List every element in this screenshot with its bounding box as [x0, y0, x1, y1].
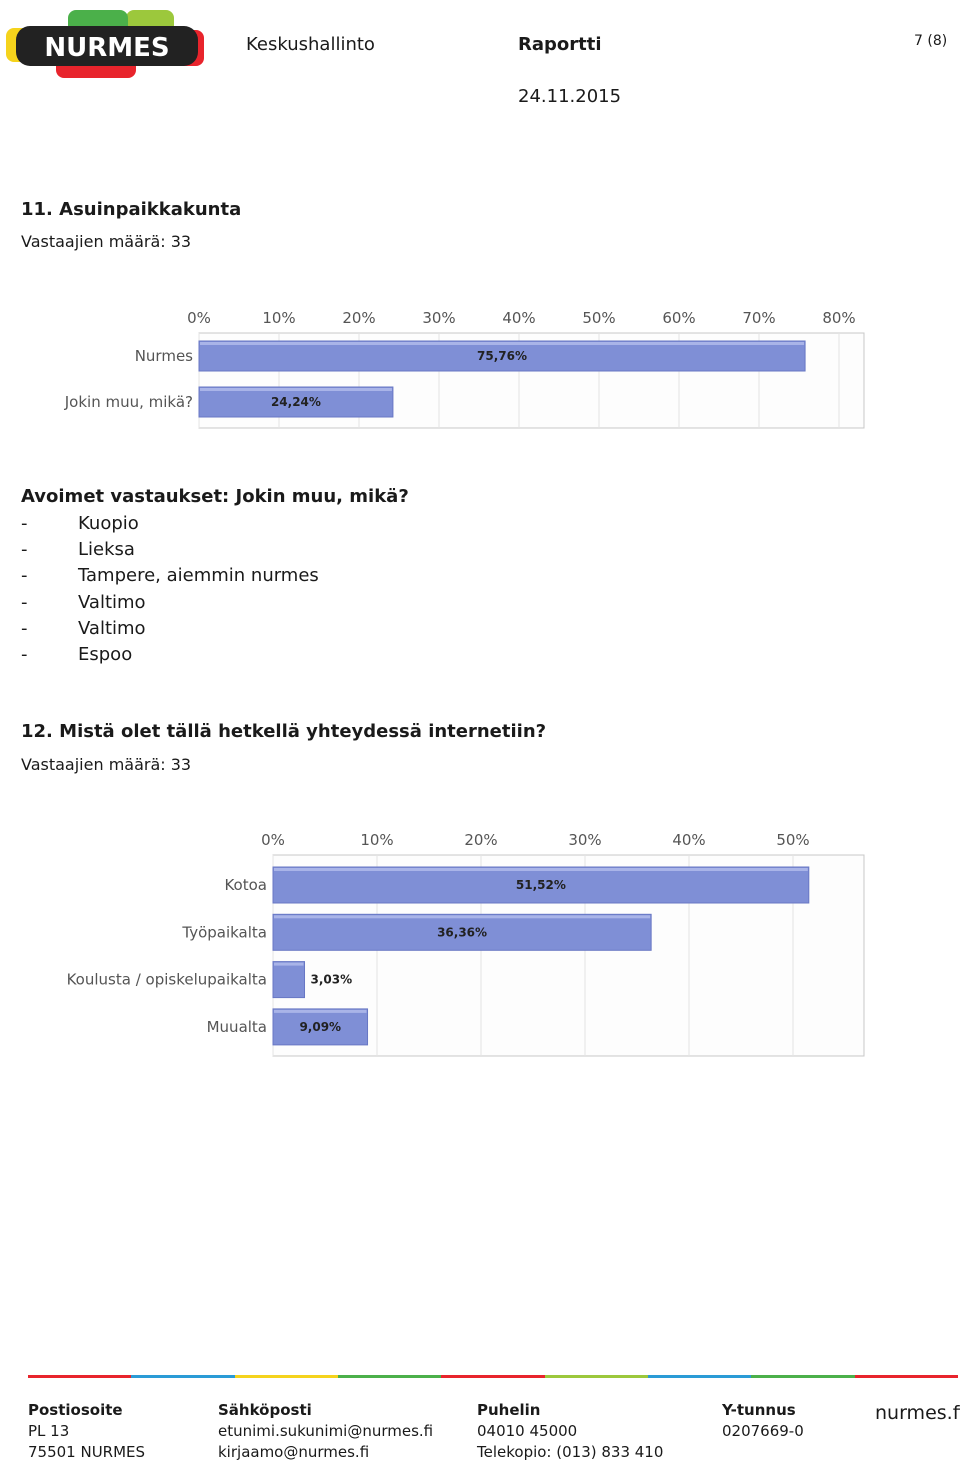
footer-color-segment — [337, 1375, 442, 1378]
footer-email: Sähköposti etunimi.sukunimi@nurmes.fi ki… — [218, 1400, 433, 1463]
category-label: Työpaikalta — [181, 923, 267, 941]
value-label: 9,09% — [299, 1020, 341, 1034]
x-tick-label: 10% — [262, 309, 295, 327]
bar-highlight — [274, 868, 808, 871]
footer-color-segment — [28, 1375, 132, 1378]
question-12-respondents: Vastaajien määrä: 33 — [21, 755, 192, 774]
x-tick-label: 40% — [502, 309, 535, 327]
question-11-respondents: Vastaajien määrä: 33 — [21, 232, 192, 251]
footer-business-id-value: 0207669-0 — [722, 1422, 804, 1440]
footer-color-segment — [544, 1375, 648, 1378]
x-tick-label: 50% — [776, 831, 809, 849]
chart-residence: 0% 10% 20% 30% 40% 50% 60% 70% 80% Nurmes 75,76% Jo… — [64, 309, 865, 429]
footer-color-segment — [751, 1375, 855, 1378]
bar — [198, 386, 394, 418]
bar — [272, 961, 306, 999]
footer-color-segment — [854, 1375, 958, 1378]
open-answer-text: Espoo — [78, 643, 133, 665]
footer-phone-heading: Puhelin — [477, 1401, 541, 1419]
value-label: 75,76% — [477, 349, 527, 363]
x-tick-label: 0% — [261, 831, 285, 849]
bar — [272, 866, 810, 904]
footer-color-segment — [131, 1375, 235, 1378]
question-12-title: 12. Mistä olet tällä hetkellä yhteydessä… — [21, 721, 547, 742]
footer-email-heading: Sähköposti — [218, 1401, 312, 1419]
list-bullet: - — [21, 591, 28, 613]
x-tick-label: 20% — [342, 309, 375, 327]
category-label: Jokin muu, mikä? — [64, 393, 193, 411]
list-bullet: - — [21, 539, 28, 561]
footer-color-segment — [234, 1375, 338, 1378]
x-tick-label: 30% — [422, 309, 455, 327]
x-tick-label: 60% — [662, 309, 695, 327]
footer-business-id: Y-tunnus 0207669-0 — [722, 1400, 804, 1442]
open-answers-title: Avoimet vastaukset: Jokin muu, mikä? — [21, 486, 409, 507]
value-label: 24,24% — [271, 395, 321, 409]
footer-website: nurmes.fi — [875, 1402, 960, 1424]
open-answer-text: Valtimo — [78, 591, 146, 613]
category-label: Kotoa — [224, 876, 267, 894]
x-tick-label: 20% — [464, 831, 497, 849]
page-number: 7 (8) — [914, 33, 948, 49]
x-tick-label: 40% — [672, 831, 705, 849]
open-answer-text: Kuopio — [78, 513, 139, 534]
list-bullet: - — [21, 513, 28, 534]
x-tick-label: 0% — [187, 309, 211, 327]
bar-highlight — [274, 962, 304, 966]
bar — [272, 1008, 369, 1046]
list-bullet: - — [21, 643, 28, 665]
list-bullet: - — [21, 565, 28, 587]
x-tick-label: 30% — [568, 831, 601, 849]
footer-postal-line2: 75501 NURMES — [28, 1443, 146, 1461]
question-11-title: 11. Asuinpaikkakunta — [21, 199, 242, 220]
x-tick-label: 70% — [742, 309, 775, 327]
footer-postal-heading: Postiosoite — [28, 1401, 123, 1419]
x-tick-label: 10% — [360, 831, 393, 849]
open-answer-text: Tampere, aiemmin nurmes — [78, 565, 319, 587]
bar-highlight — [274, 1009, 367, 1013]
footer-color-rule — [28, 1375, 958, 1378]
chart-internet-location: 0% 10% 20% 30% 40% 50% Kotoa 51,52% Työpaikalta 3… — [67, 831, 865, 1057]
bar — [272, 913, 652, 951]
bar-highlight — [200, 388, 392, 391]
org-unit: Keskushallinto — [246, 34, 375, 55]
value-label: 36,36% — [437, 925, 487, 939]
bar-highlight — [274, 915, 651, 919]
category-label: Koulusta / opiskelupaikalta — [67, 971, 267, 989]
footer-postal: Postiosoite PL 13 75501 NURMES — [28, 1400, 145, 1463]
nurmes-logo: NURMES — [6, 8, 206, 80]
x-tick-label: 80% — [822, 309, 855, 327]
value-label: 51,52% — [516, 878, 566, 892]
list-bullet: - — [21, 617, 28, 639]
footer-color-segment — [441, 1375, 545, 1378]
footer-phone: Puhelin 04010 45000 Telekopio: (013) 833… — [477, 1400, 663, 1463]
footer-business-id-heading: Y-tunnus — [722, 1401, 796, 1419]
footer-email-line2: kirjaamo@nurmes.fi — [218, 1443, 370, 1461]
open-answer-text: Lieksa — [78, 539, 135, 561]
category-label: Nurmes — [135, 347, 193, 365]
value-label: 3,03% — [311, 973, 353, 987]
footer-email-line1: etunimi.sukunimi@nurmes.fi — [218, 1422, 434, 1440]
bar-highlight — [200, 342, 805, 345]
category-label: Muualta — [207, 1018, 267, 1036]
footer-postal-line1: PL 13 — [28, 1422, 70, 1440]
footer-color-segment — [647, 1375, 752, 1378]
open-answer-text: Valtimo — [78, 617, 146, 639]
document-date: 24.11.2015 — [518, 86, 622, 107]
x-tick-label: 50% — [582, 309, 615, 327]
bar — [198, 340, 806, 372]
logo-text: NURMES — [44, 33, 169, 63]
footer-phone-line2: Telekopio: (013) 833 410 — [477, 1443, 664, 1461]
footer-phone-line1: 04010 45000 — [477, 1422, 578, 1440]
document-type: Raportti — [518, 34, 602, 55]
